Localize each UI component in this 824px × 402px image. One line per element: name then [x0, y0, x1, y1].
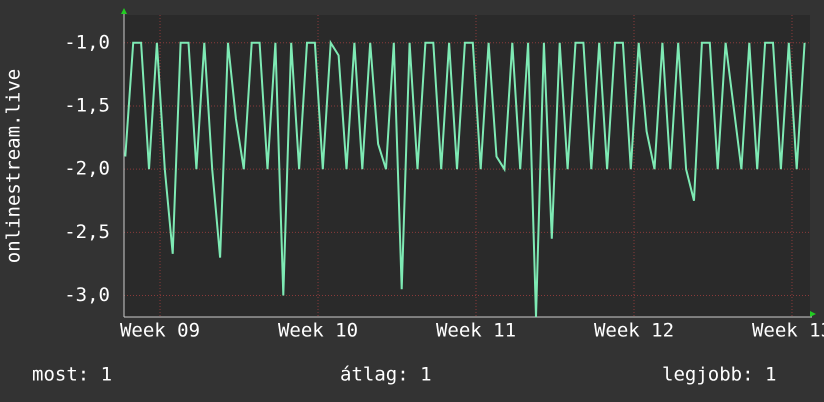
axis-arrow — [810, 311, 816, 317]
axis-arrow — [121, 8, 127, 14]
y-tick-label: -1,0 — [64, 31, 110, 53]
x-tick-label: Week 13 — [752, 320, 824, 342]
x-tick-label: Week 09 — [120, 320, 200, 342]
x-tick-label: Week 10 — [278, 320, 358, 342]
data-line — [124, 39, 806, 318]
stat-max: legjobb: 1 — [662, 364, 776, 386]
y-tick-label: -1,5 — [64, 94, 110, 116]
y-axis-label: onlinestream.live — [3, 69, 25, 263]
x-tick-label: Week 12 — [594, 320, 674, 342]
stat-avg: átlag: 1 — [340, 364, 432, 386]
grid — [124, 15, 810, 317]
y-tick-label: -2,5 — [64, 221, 110, 243]
y-tick-label: -2,0 — [64, 158, 110, 180]
x-tick-label: Week 11 — [436, 320, 516, 342]
y-tick-label: -3,0 — [64, 284, 110, 306]
stat-now: most: 1 — [32, 364, 112, 386]
